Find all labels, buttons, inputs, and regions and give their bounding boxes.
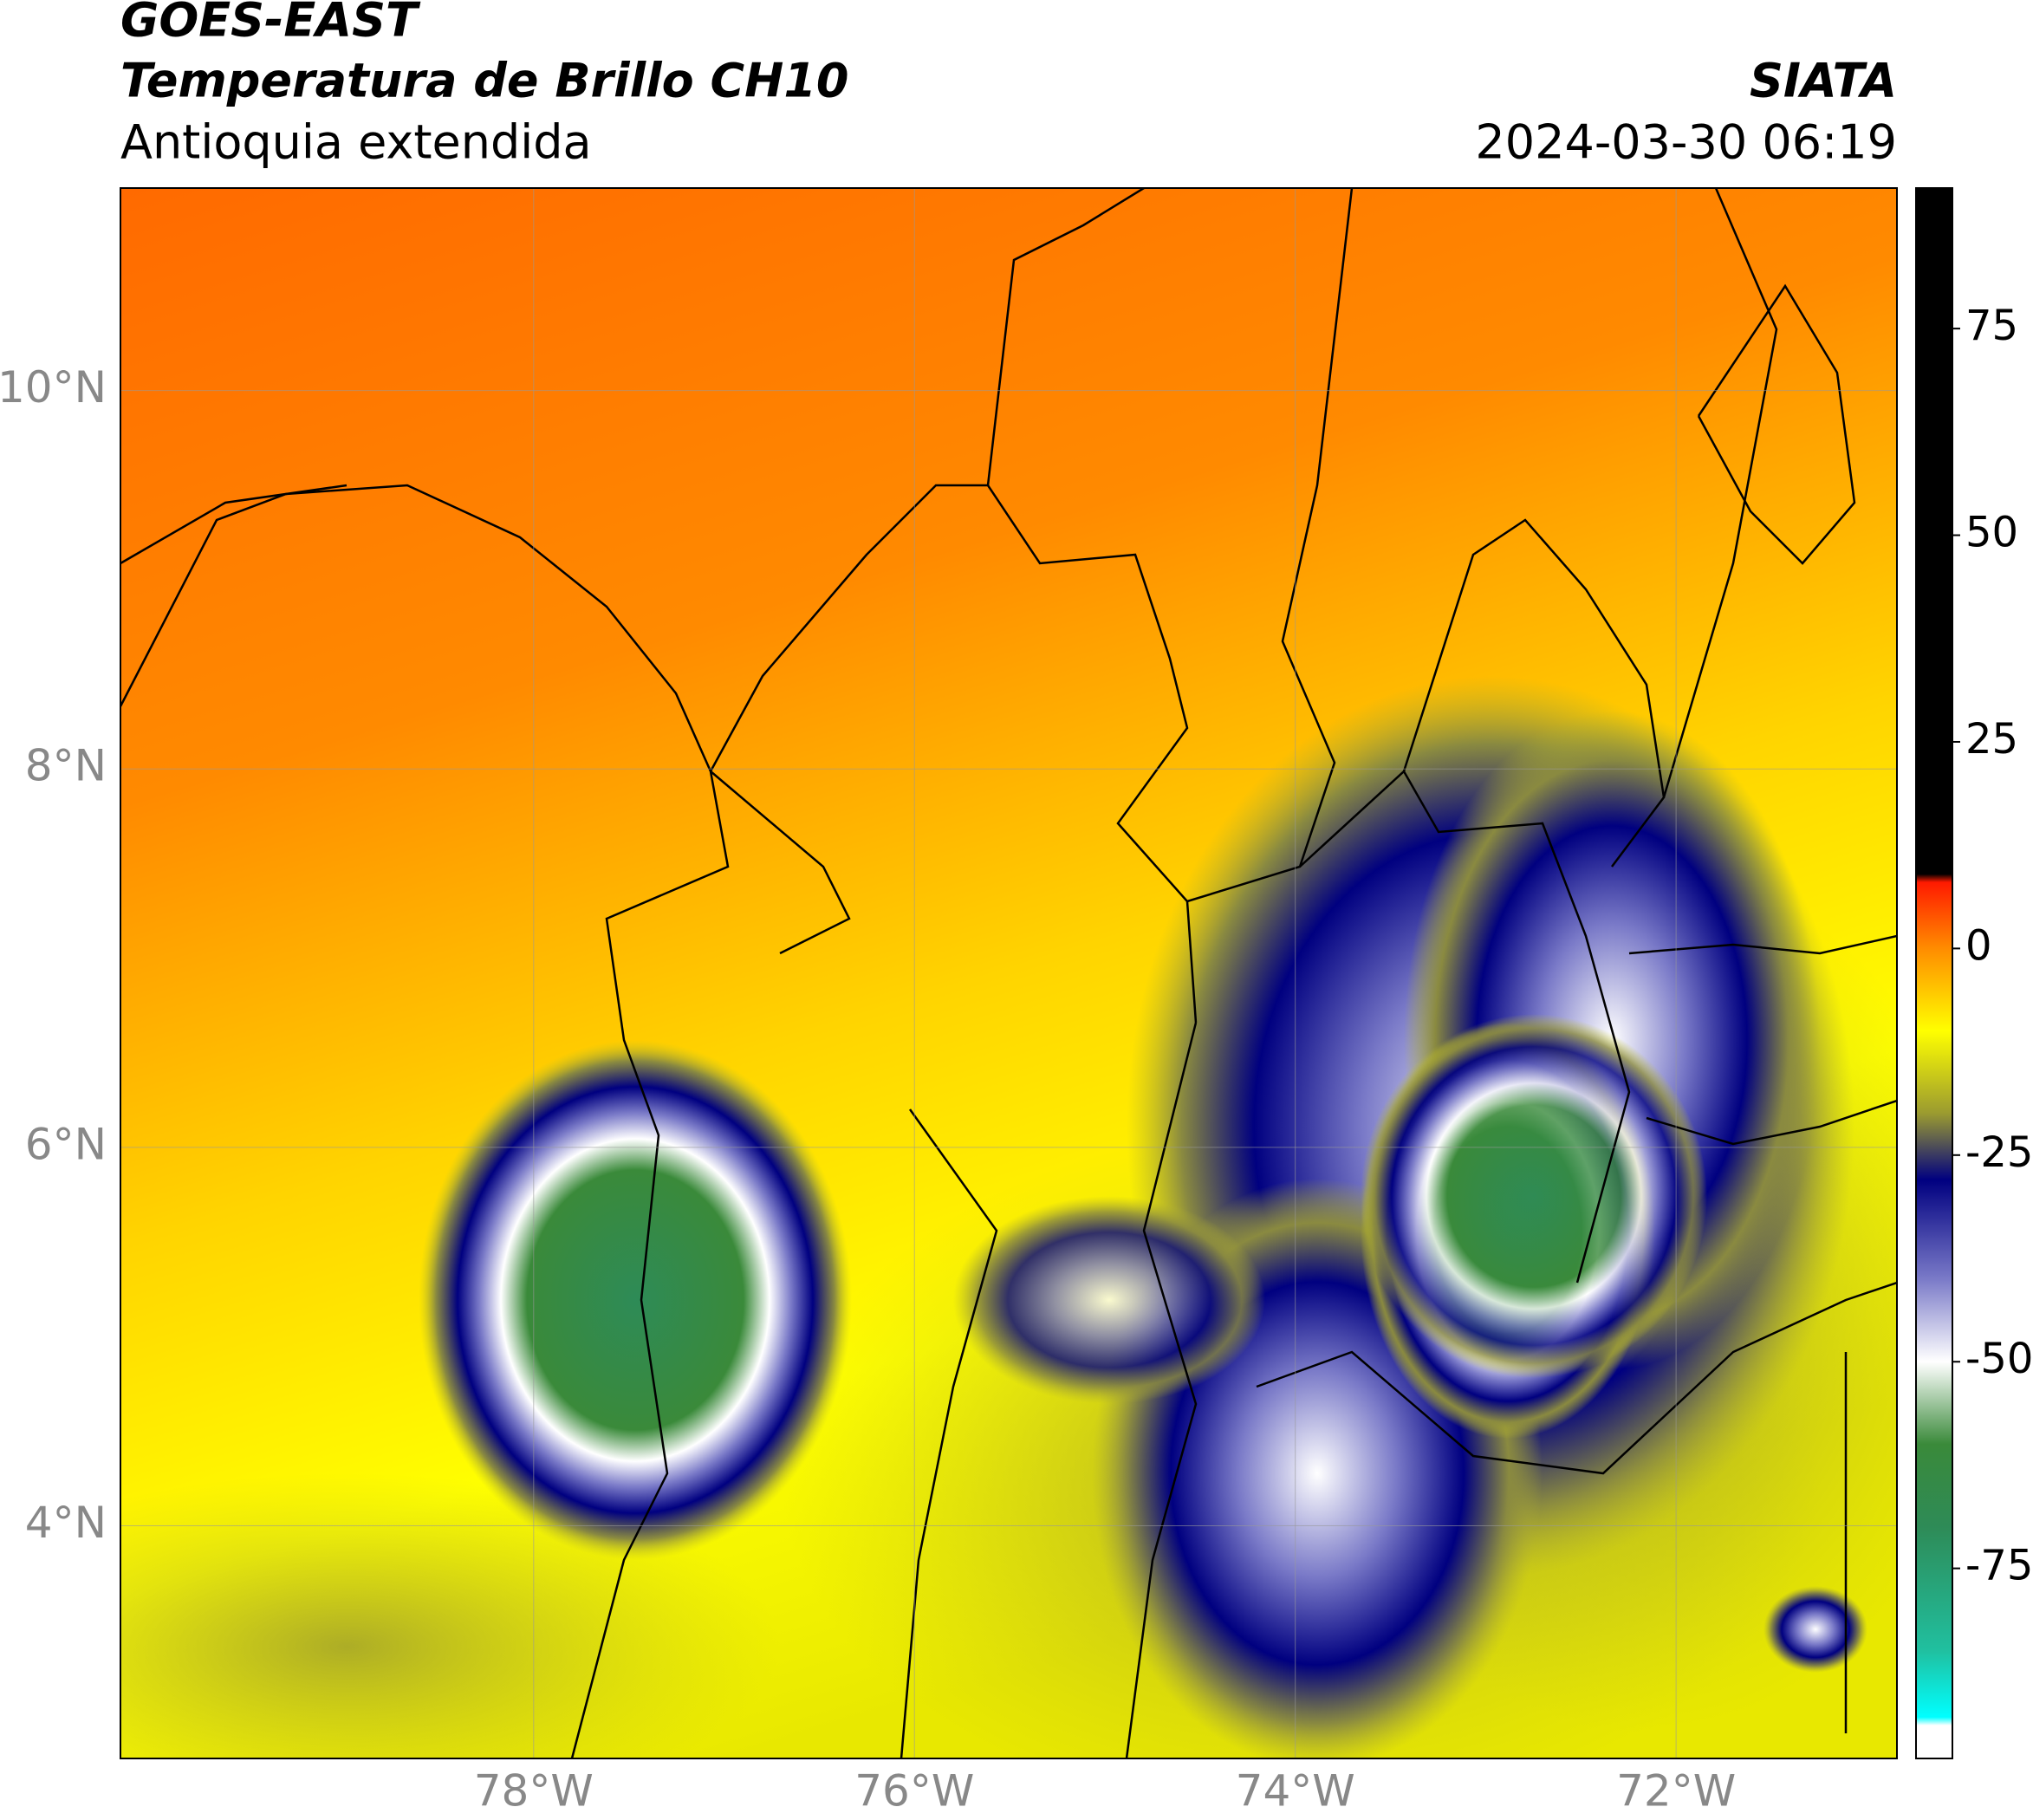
y-tick-label: 8°N xyxy=(25,741,107,791)
colorbar xyxy=(1915,187,1953,1759)
y-tick-label: 4°N xyxy=(25,1498,107,1548)
map-frame xyxy=(120,187,1898,1759)
grid xyxy=(120,188,1897,1758)
x-tick-label: 72°W xyxy=(1616,1766,1736,1817)
colorbar-tick-label: 25 xyxy=(1965,715,2018,764)
x-tick-label: 76°W xyxy=(854,1766,974,1817)
colorbar-tick-label: -25 xyxy=(1965,1128,2033,1177)
colorbar-tick-label: 0 xyxy=(1965,921,1992,970)
product-title: Temperatura de Brillo CH10 xyxy=(120,54,849,108)
colorbar-tick-label: 50 xyxy=(1965,509,2018,557)
y-tick-label: 10°N xyxy=(0,362,107,413)
colorbar-tick-label: -75 xyxy=(1965,1542,2033,1590)
y-tick-label: 6°N xyxy=(25,1119,107,1169)
satellite-image xyxy=(120,188,1897,1758)
region-subtitle: Antioquia extendida xyxy=(120,115,592,170)
x-tick-label: 74°W xyxy=(1236,1766,1355,1817)
x-tick-label: 78°W xyxy=(474,1766,594,1817)
colorbar-tick-label: -50 xyxy=(1965,1335,2033,1383)
satellite-title: GOES-EAST xyxy=(120,0,421,48)
colorbar-tick-label: 75 xyxy=(1965,302,2018,350)
source-label: SIATA xyxy=(1750,54,1897,108)
datetime-label: 2024-03-30 06:19 xyxy=(1475,115,1897,170)
